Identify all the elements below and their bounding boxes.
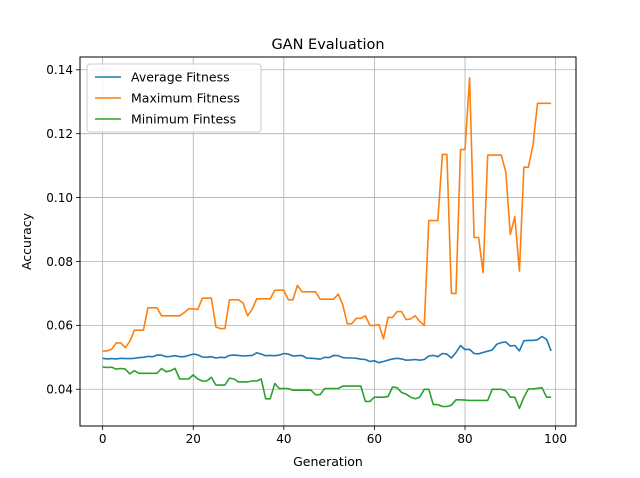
grid-lines <box>80 57 576 426</box>
minimum-fintess-line <box>102 366 552 410</box>
y-tick-label: 0.06 <box>46 319 73 333</box>
x-tick-label: 80 <box>457 432 472 446</box>
y-tick-label: 0.14 <box>46 63 73 77</box>
y-tick-label: 0.04 <box>46 383 73 397</box>
legend-label-minimum-fintess: Minimum Fintess <box>131 112 236 127</box>
series-lines <box>102 77 552 410</box>
legend-box <box>86 63 262 133</box>
y-axis-label: Accuracy <box>19 212 34 270</box>
y-tick-label: 0.12 <box>46 127 73 141</box>
maximum-fitness-line <box>102 77 552 352</box>
x-tick-label: 100 <box>544 432 567 446</box>
legend-label-average-fitness: Average Fitness <box>131 70 230 85</box>
x-tick-label: 40 <box>276 432 291 446</box>
chart-title: GAN Evaluation <box>271 37 384 53</box>
x-tick-label: 0 <box>99 432 107 446</box>
legend: Average Fitness Maximum Fitness Minimum Fi… <box>86 63 262 133</box>
y-tick-label: 0.08 <box>46 255 73 269</box>
average-fitness-line <box>102 335 552 364</box>
x-tick-label: 60 <box>367 432 382 446</box>
x-axis-label: Generation <box>293 454 363 469</box>
y-tick-label: 0.10 <box>46 191 73 205</box>
legend-label-maximum-fitness: Maximum Fitness <box>131 91 240 106</box>
plot-frame <box>79 56 577 427</box>
axis-ticks: 0 20 40 60 80 100 0.04 0.06 0.08 0.10 0.12 0.14 <box>46 63 567 446</box>
x-tick-label: 20 <box>186 432 201 446</box>
